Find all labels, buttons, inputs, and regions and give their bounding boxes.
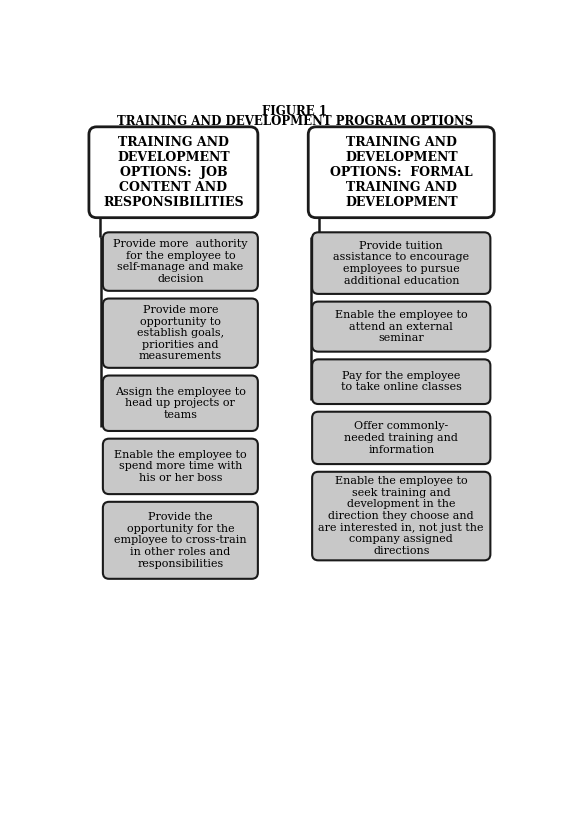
- Text: FIGURE 1: FIGURE 1: [262, 105, 327, 118]
- FancyBboxPatch shape: [312, 472, 490, 560]
- FancyBboxPatch shape: [103, 502, 258, 579]
- Text: Provide more  authority
for the employee to
self-manage and make
decision: Provide more authority for the employee …: [113, 239, 248, 284]
- Text: Pay for the employee
to take online classes: Pay for the employee to take online clas…: [341, 371, 462, 393]
- FancyBboxPatch shape: [89, 127, 258, 218]
- Text: Provide the
opportunity for the
employee to cross-train
in other roles and
respo: Provide the opportunity for the employee…: [114, 512, 247, 568]
- FancyBboxPatch shape: [103, 298, 258, 367]
- Text: Provide more
opportunity to
establish goals,
priorities and
measurements: Provide more opportunity to establish go…: [137, 305, 224, 362]
- Text: TRAINING AND DEVELOPMENT PROGRAM OPTIONS: TRAINING AND DEVELOPMENT PROGRAM OPTIONS: [117, 115, 473, 128]
- FancyBboxPatch shape: [103, 376, 258, 431]
- Text: Assign the employee to
head up projects or
teams: Assign the employee to head up projects …: [115, 387, 246, 420]
- Text: Offer commonly-
needed training and
information: Offer commonly- needed training and info…: [344, 421, 458, 454]
- Text: Provide tuition
assistance to encourage
employees to pursue
additional education: Provide tuition assistance to encourage …: [333, 241, 469, 285]
- Text: TRAINING AND
DEVELOPMENT
OPTIONS:  JOB
CONTENT AND
RESPONSIBILITIES: TRAINING AND DEVELOPMENT OPTIONS: JOB CO…: [103, 136, 244, 209]
- FancyBboxPatch shape: [103, 439, 258, 494]
- FancyBboxPatch shape: [312, 411, 490, 464]
- Text: TRAINING AND
DEVELOPMENT
OPTIONS:  FORMAL
TRAINING AND
DEVELOPMENT: TRAINING AND DEVELOPMENT OPTIONS: FORMAL…: [330, 136, 473, 209]
- FancyBboxPatch shape: [312, 302, 490, 352]
- FancyBboxPatch shape: [312, 233, 490, 294]
- FancyBboxPatch shape: [103, 233, 258, 291]
- FancyBboxPatch shape: [312, 359, 490, 404]
- FancyBboxPatch shape: [308, 127, 494, 218]
- Text: Enable the employee to
seek training and
development in the
direction they choos: Enable the employee to seek training and…: [319, 476, 484, 556]
- Text: Enable the employee to
attend an external
seminar: Enable the employee to attend an externa…: [335, 310, 467, 343]
- Text: Enable the employee to
spend more time with
his or her boss: Enable the employee to spend more time w…: [114, 450, 247, 483]
